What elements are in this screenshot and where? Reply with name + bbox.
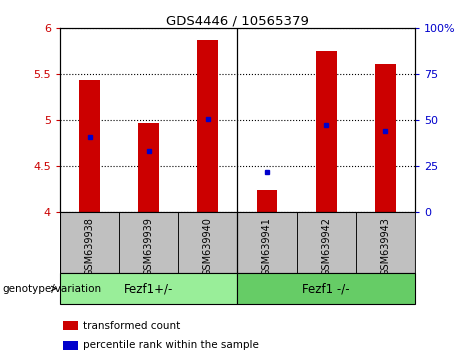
Bar bbox=[375, 64, 396, 212]
Title: GDS4446 / 10565379: GDS4446 / 10565379 bbox=[166, 14, 309, 27]
Text: GSM639942: GSM639942 bbox=[321, 217, 331, 276]
Text: Fezf1+/-: Fezf1+/- bbox=[124, 282, 173, 295]
Bar bbox=[257, 190, 278, 212]
Bar bbox=[178, 212, 237, 273]
Bar bbox=[237, 273, 415, 304]
Text: GSM639941: GSM639941 bbox=[262, 217, 272, 276]
Bar bbox=[237, 212, 296, 273]
Text: genotype/variation: genotype/variation bbox=[2, 284, 101, 293]
Text: GSM639943: GSM639943 bbox=[380, 217, 390, 276]
Text: GSM639938: GSM639938 bbox=[84, 217, 95, 276]
Text: percentile rank within the sample: percentile rank within the sample bbox=[83, 340, 259, 350]
Bar bbox=[356, 212, 415, 273]
Bar bbox=[79, 80, 100, 212]
Bar bbox=[296, 212, 356, 273]
Bar bbox=[60, 273, 237, 304]
Text: Fezf1 -/-: Fezf1 -/- bbox=[302, 282, 350, 295]
Text: transformed count: transformed count bbox=[83, 321, 180, 331]
Bar bbox=[138, 123, 159, 212]
Text: GSM639939: GSM639939 bbox=[144, 217, 154, 276]
Bar bbox=[197, 40, 218, 212]
Bar bbox=[60, 212, 119, 273]
Text: GSM639940: GSM639940 bbox=[203, 217, 213, 276]
Bar bbox=[316, 51, 337, 212]
Bar bbox=[64, 341, 77, 350]
Bar bbox=[64, 321, 77, 330]
Bar bbox=[119, 212, 178, 273]
